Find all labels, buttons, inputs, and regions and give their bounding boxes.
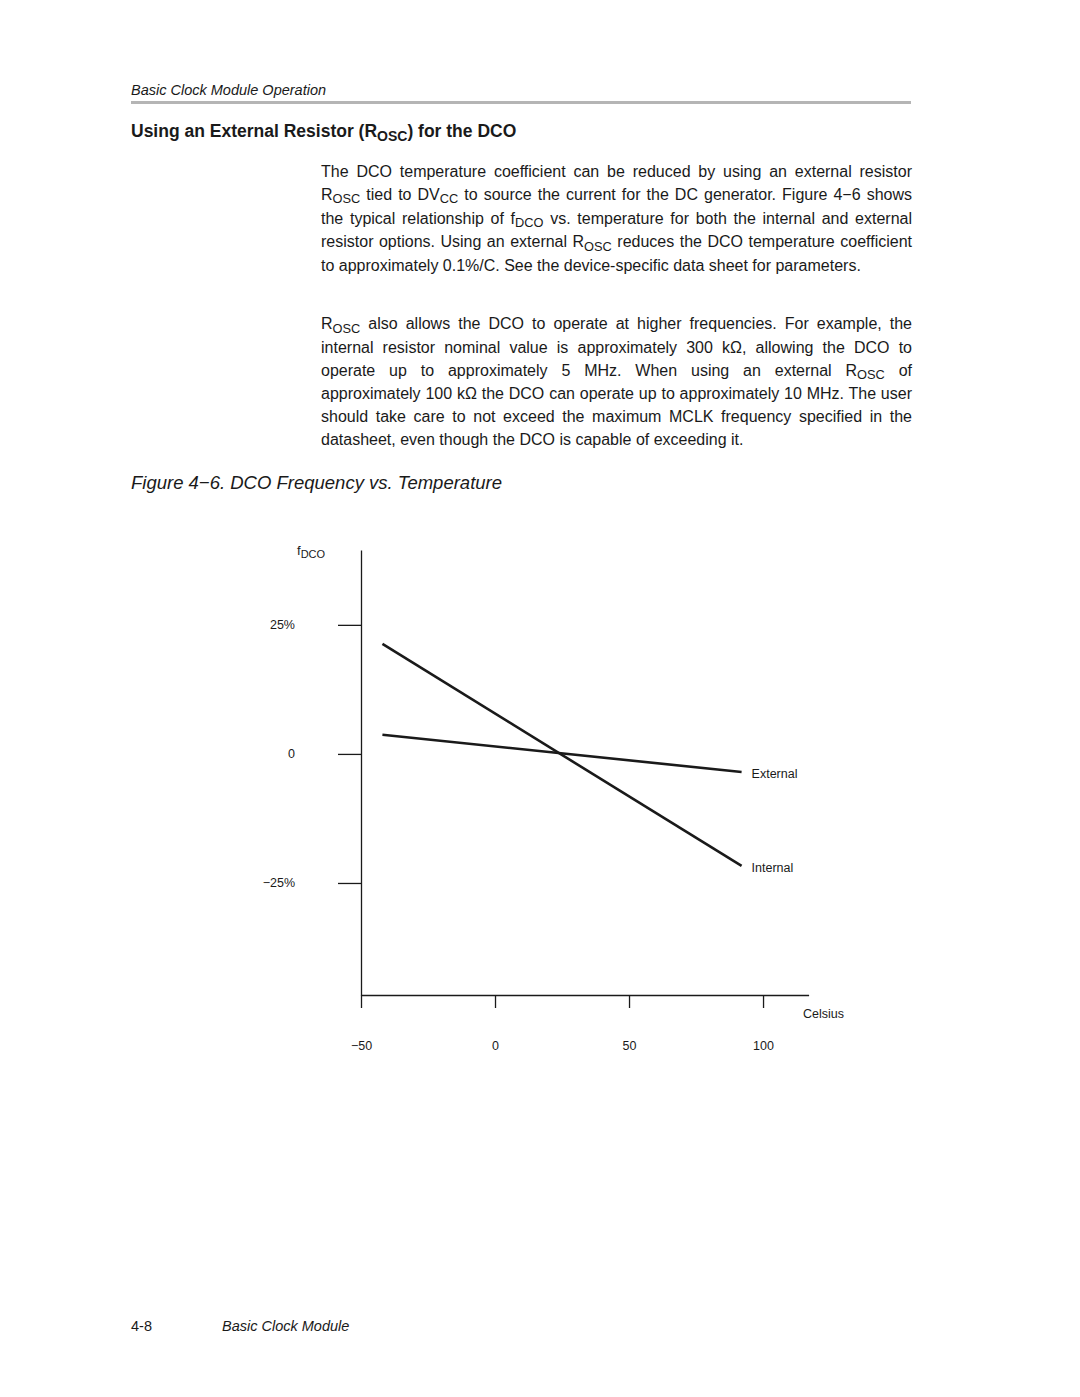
- y-tick-label: −25%: [263, 876, 295, 890]
- subscript: OSC: [377, 128, 407, 144]
- figure-caption: Figure 4−6. DCO Frequency vs. Temperatur…: [131, 472, 502, 494]
- series-label: Internal: [752, 861, 794, 875]
- y-axis-line: [361, 551, 362, 996]
- x-tick: 50: [623, 995, 637, 1053]
- subscript: OSC: [584, 239, 612, 254]
- x-tick-mark: [361, 995, 362, 1008]
- subscript: OSC: [333, 191, 361, 206]
- subscript: OSC: [333, 321, 361, 336]
- text-run: also allows the DCO to operate at higher…: [321, 315, 912, 379]
- series-labels: External Internal: [752, 767, 798, 875]
- paragraph: The DCO temperature coefficient can be r…: [321, 161, 912, 278]
- subscript: CC: [440, 191, 458, 206]
- x-tick: −50: [351, 995, 372, 1053]
- header-rule: [131, 101, 911, 104]
- footer-title: Basic Clock Module: [222, 1318, 349, 1334]
- section-title: Using an External Resistor (ROSC) for th…: [131, 121, 516, 142]
- page-number: 4-8: [131, 1318, 152, 1334]
- subscript: DCO: [301, 548, 326, 560]
- series-line: [382, 735, 741, 772]
- x-tick-label: −50: [351, 1039, 372, 1053]
- text-run: Using an External Resistor (R: [131, 121, 377, 141]
- x-axis-line: [362, 995, 810, 996]
- subscript: DCO: [515, 215, 543, 230]
- text-run: ) for the DCO: [407, 121, 516, 141]
- x-tick: 0: [492, 995, 499, 1053]
- x-tick-mark: [495, 995, 496, 1008]
- series-line: [382, 644, 741, 866]
- x-tick-label: 100: [753, 1039, 774, 1053]
- y-tick: 0: [288, 747, 361, 761]
- running-header: Basic Clock Module Operation: [131, 82, 326, 98]
- y-tick: −25%: [263, 876, 361, 890]
- x-tick: 100: [753, 995, 774, 1053]
- y-tick-mark: [338, 625, 361, 626]
- paragraph: ROSC also allows the DCO to operate at h…: [321, 313, 912, 452]
- x-tick-label: 0: [492, 1039, 499, 1053]
- y-tick-mark: [338, 754, 361, 755]
- x-tick-mark: [763, 995, 764, 1008]
- x-axis-title: Celsius: [803, 1007, 844, 1021]
- series-label: External: [752, 767, 798, 781]
- subscript: OSC: [857, 367, 885, 382]
- x-tick-mark: [629, 995, 630, 1008]
- y-tick-mark: [338, 883, 361, 884]
- text-run: tied to DV: [360, 186, 439, 203]
- chart: 25% 0 −25% −50 0 50 100 fDCO Celsius External Inte…: [0, 0, 1080, 1397]
- y-tick-label: 25%: [270, 618, 295, 632]
- text-run: R: [321, 315, 333, 332]
- y-tick-label: 0: [288, 747, 295, 761]
- y-tick: 25%: [270, 618, 361, 632]
- y-axis: 25% 0 −25%: [263, 551, 362, 996]
- x-axis: −50 0 50 100: [351, 995, 809, 1053]
- x-tick-label: 50: [623, 1039, 637, 1053]
- y-axis-title: fDCO: [297, 543, 326, 560]
- plot-area: [382, 644, 741, 866]
